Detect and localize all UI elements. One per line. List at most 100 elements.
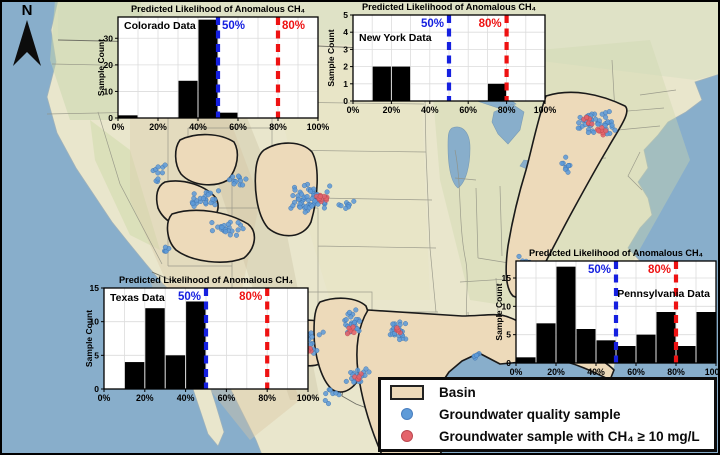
groundwater-sample-dot — [240, 226, 246, 232]
groundwater-sample-dot — [231, 181, 237, 187]
legend-item-ch4-sample: Groundwater sample with CH₄ ≥ 10 mg/L — [385, 429, 710, 444]
groundwater-sample-dot — [356, 318, 363, 324]
threshold-label: 80% — [239, 291, 262, 303]
x-tick-label: 100% — [297, 393, 320, 403]
groundwater-sample-dot — [155, 170, 161, 176]
threshold-label: 50% — [588, 264, 611, 276]
sample-cluster-east-texas-ch4 — [394, 325, 403, 336]
histogram-bar — [696, 312, 716, 363]
groundwater-sample-dot — [297, 204, 303, 210]
threshold-label: 80% — [282, 20, 305, 32]
groundwater-sample-dot — [316, 332, 322, 338]
histogram-svg: Predicted Likelihood of Anomalous CH₄50%… — [84, 275, 319, 403]
histogram-bar — [676, 346, 696, 363]
groundwater-sample-dot — [226, 177, 232, 183]
ch4-sample-dot — [344, 331, 351, 337]
legend-item-groundwater-sample: Groundwater quality sample — [385, 407, 710, 422]
histogram-bar — [372, 66, 391, 101]
sample-cluster-wyoming-bighorn — [226, 173, 249, 188]
groundwater-sample-dot — [353, 307, 359, 313]
groundwater-sample-dot — [209, 220, 215, 226]
y-tick-label: 5 — [343, 10, 348, 20]
plot-frame — [515, 260, 717, 364]
groundwater-sample-dot — [563, 154, 569, 160]
dataset-label: New York Data — [359, 32, 432, 44]
sample-cluster-south-texas-ch4 — [352, 371, 364, 382]
y-tick-label: 15 — [90, 283, 100, 293]
histogram-bar — [536, 323, 556, 363]
groundwater-sample-dot — [321, 205, 327, 211]
sample-cluster-fort-worth-ch4 — [344, 324, 357, 337]
histogram-bar — [636, 334, 656, 363]
histogram-bar — [218, 112, 238, 118]
groundwater-sample-dot — [243, 176, 249, 182]
groundwater-sample-dot — [585, 129, 591, 136]
y-axis-label: Sample Count — [494, 283, 504, 340]
groundwater-sample-dot — [155, 164, 161, 170]
x-tick-label: 0% — [347, 105, 360, 115]
groundwater-sample-dot — [235, 220, 241, 226]
groundwater-sample-dot — [609, 122, 615, 128]
x-tick-label: 20% — [136, 393, 154, 403]
groundwater-sample-dot — [320, 329, 326, 335]
y-tick-label: 30 — [104, 33, 114, 43]
north-arrow — [13, 20, 41, 66]
groundwater-sample-dot — [162, 244, 168, 250]
histogram-bars — [372, 66, 507, 101]
x-tick-label: 80% — [258, 393, 276, 403]
chart-title: Predicted Likelihood of Anomalous CH₄ — [362, 2, 536, 12]
histogram-bar — [656, 312, 676, 363]
groundwater-sample-dot — [230, 174, 236, 180]
threshold-label: 50% — [421, 18, 444, 30]
chart-title: Predicted Likelihood of Anomalous CH₄ — [131, 4, 305, 14]
ch4-sample-dot — [350, 324, 356, 330]
ch4-sample-dot — [317, 193, 323, 200]
plot-frame — [117, 16, 319, 119]
histogram-bar — [596, 340, 616, 363]
legend-label: Basin — [439, 385, 476, 401]
x-tick-label: 0% — [112, 122, 125, 132]
groundwater-sample-dot — [351, 198, 357, 204]
ch4-sample-dot — [356, 374, 362, 380]
ch4-sample-dot — [599, 125, 605, 131]
y-tick-label: 4 — [343, 27, 348, 37]
groundwater-sample-dot — [603, 114, 609, 120]
groundwater-sample-dot — [323, 391, 329, 397]
groundwater-sample-dot — [322, 397, 328, 404]
y-tick-label: 15 — [502, 273, 512, 283]
y-tick-label: 5 — [94, 350, 99, 360]
groundwater-sample-dot — [565, 163, 572, 169]
groundwater-sample-dot — [225, 221, 231, 227]
histogram-bar — [186, 301, 206, 389]
sample-cluster-wyoming-green-river — [189, 188, 222, 209]
groundwater-sample-dot — [223, 229, 229, 235]
histogram-svg: Predicted Likelihood of Anomalous CH₄50%… — [326, 2, 556, 115]
groundwater-sample-dot — [302, 209, 308, 215]
histogram-bar — [487, 83, 507, 101]
groundwater-sample-dot — [559, 160, 565, 166]
histogram-bars — [118, 19, 238, 118]
x-tick-label: 20% — [547, 367, 565, 377]
x-tick-label: 100% — [705, 367, 720, 377]
y-tick-label: 0 — [108, 113, 113, 123]
histogram-bar — [616, 346, 636, 363]
groundwater-sample-dot — [307, 188, 314, 194]
groundwater-sample-dot — [200, 195, 206, 202]
histogram-texas: Predicted Likelihood of Anomalous CH₄ 50%… — [84, 270, 319, 404]
threshold-label: 80% — [479, 18, 502, 30]
y-tick-label: 5 — [506, 330, 511, 340]
histogram-colorado: Predicted Likelihood of Anomalous CH₄ 50%… — [96, 0, 329, 141]
histogram-svg: Predicted Likelihood of Anomalous CH₄ 50%… — [96, 4, 329, 132]
groundwater-sample-dot — [612, 127, 618, 133]
threshold-label: 50% — [222, 20, 245, 32]
plot-frame — [103, 287, 309, 390]
y-tick-label: 1 — [343, 79, 348, 89]
histogram-bars — [124, 301, 206, 389]
groundwater-sample-dot — [215, 224, 221, 230]
red-dot-swatch — [401, 430, 413, 443]
x-tick-label: 20% — [149, 122, 167, 132]
y-tick-label: 0 — [506, 358, 511, 368]
x-tick-label: 80% — [498, 105, 516, 115]
groundwater-sample-dot — [209, 228, 215, 234]
sample-cluster-louisiana-coast — [471, 351, 482, 361]
